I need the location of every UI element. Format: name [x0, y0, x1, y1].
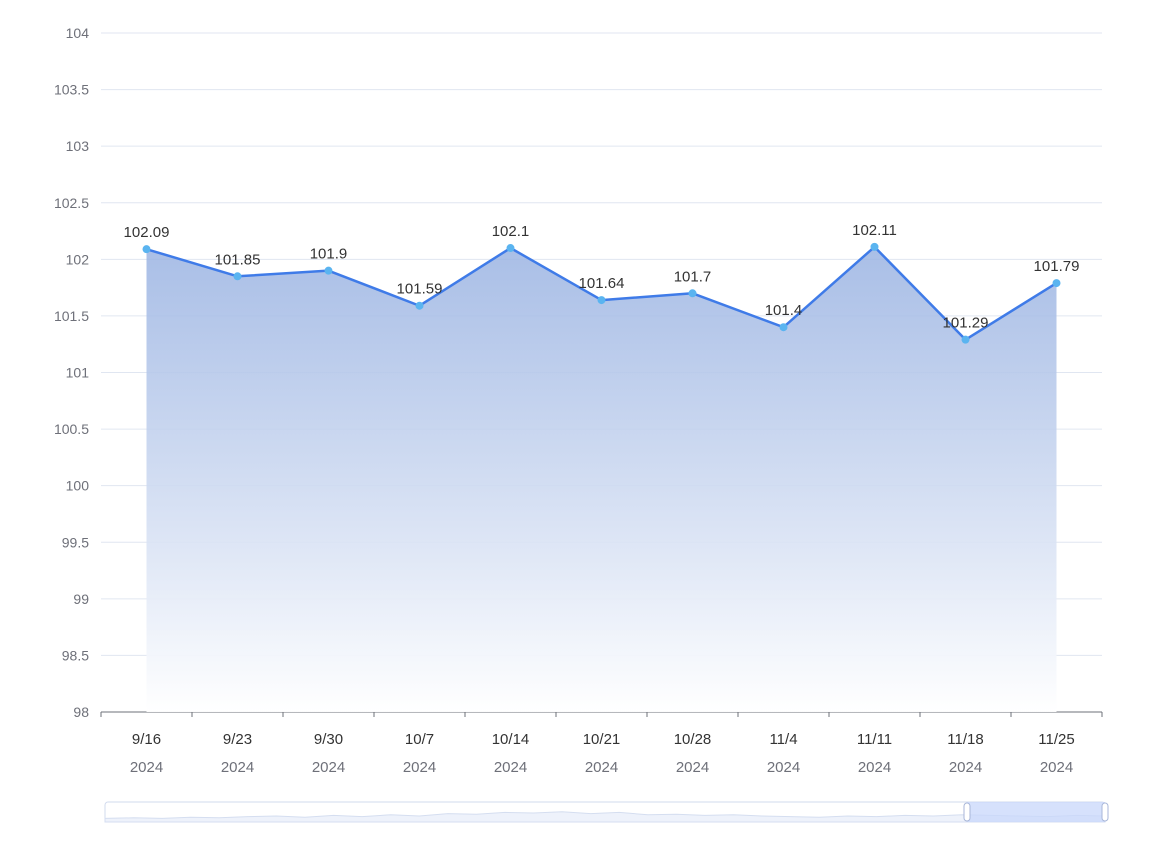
x-tick-label-date: 9/23 — [223, 731, 252, 748]
x-tick-label-date: 10/28 — [674, 731, 712, 748]
series-area-fill — [146, 246, 1057, 712]
x-tick-label-year: 2024 — [1040, 759, 1073, 776]
data-point[interactable] — [1052, 279, 1061, 288]
x-tick-label-year: 2024 — [312, 759, 345, 776]
data-label: 101.7 — [674, 268, 712, 285]
x-tick-label-date: 10/21 — [583, 731, 621, 748]
y-tick-label: 103 — [66, 138, 90, 154]
data-label: 102.09 — [124, 224, 170, 241]
x-tick-label-date: 10/7 — [405, 731, 434, 748]
x-tick-label-date: 11/25 — [1038, 731, 1074, 748]
x-axis: 9/16 2024 9/23 2024 9/30 2024 10/7 2024 10/14 202… — [100, 711, 1103, 776]
data-label: 102.1 — [492, 223, 530, 240]
zoom-handle[interactable] — [1101, 802, 1109, 822]
data-point[interactable] — [415, 301, 424, 310]
x-tick-label-date: 10/14 — [492, 731, 530, 748]
data-point[interactable] — [779, 323, 788, 332]
x-tick-label-year: 2024 — [494, 759, 527, 776]
data-point[interactable] — [142, 245, 151, 254]
y-tick-label: 99 — [73, 591, 89, 607]
x-tick-label-year: 2024 — [858, 759, 891, 776]
zoom-selected-window[interactable] — [967, 802, 1105, 822]
y-tick-label: 104 — [66, 25, 90, 41]
y-tick-label: 98.5 — [62, 647, 89, 663]
y-tick-label: 100 — [66, 478, 90, 494]
data-label: 101.64 — [579, 275, 625, 292]
data-label: 101.9 — [310, 246, 348, 263]
data-point[interactable] — [233, 272, 242, 281]
data-point[interactable] — [324, 266, 333, 275]
x-tick-label-date: 11/18 — [947, 731, 983, 748]
y-tick-label: 101 — [66, 365, 90, 381]
data-label: 101.79 — [1034, 258, 1080, 275]
y-tick-label: 102.5 — [54, 195, 89, 211]
y-tick-label: 103.5 — [54, 82, 89, 98]
x-tick-label-year: 2024 — [585, 759, 618, 776]
x-tick-label-year: 2024 — [403, 759, 436, 776]
data-labels: 102.09 101.85 101.9 101.59 102.1 101.64 101.7 1… — [124, 222, 1080, 332]
data-zoom-slider[interactable] — [104, 801, 1109, 823]
data-point[interactable] — [961, 335, 970, 344]
series-area — [146, 246, 1057, 712]
data-point[interactable] — [597, 296, 606, 305]
x-tick-label-year: 2024 — [767, 759, 800, 776]
zoom-handle[interactable] — [963, 802, 971, 822]
x-tick-label-date: 9/30 — [314, 731, 343, 748]
data-label: 101.59 — [397, 281, 443, 298]
x-tick-label-year: 2024 — [221, 759, 254, 776]
y-tick-label: 101.5 — [54, 308, 89, 324]
data-label: 101.29 — [943, 315, 989, 332]
data-point[interactable] — [688, 289, 697, 298]
x-tick-label-date: 11/4 — [769, 731, 797, 748]
y-tick-label: 102 — [66, 251, 90, 267]
x-tick-label-year: 2024 — [949, 759, 982, 776]
data-label: 101.4 — [765, 302, 803, 319]
data-label: 101.85 — [215, 251, 261, 268]
data-point[interactable] — [506, 244, 515, 253]
y-tick-label: 99.5 — [62, 534, 89, 550]
x-tick-label-date: 11/11 — [857, 731, 892, 748]
y-axis: 98 98.5 99 99.5 100 100.5 101 101.5 102 102.5 103 1… — [54, 25, 89, 720]
data-points — [142, 242, 1061, 344]
y-tick-label: 98 — [73, 704, 89, 720]
x-tick-label-year: 2024 — [130, 759, 163, 776]
y-tick-label: 100.5 — [54, 421, 89, 437]
data-label: 102.11 — [852, 222, 897, 239]
x-tick-label-year: 2024 — [676, 759, 709, 776]
x-tick-label-date: 9/16 — [132, 731, 161, 748]
data-point[interactable] — [870, 242, 879, 251]
